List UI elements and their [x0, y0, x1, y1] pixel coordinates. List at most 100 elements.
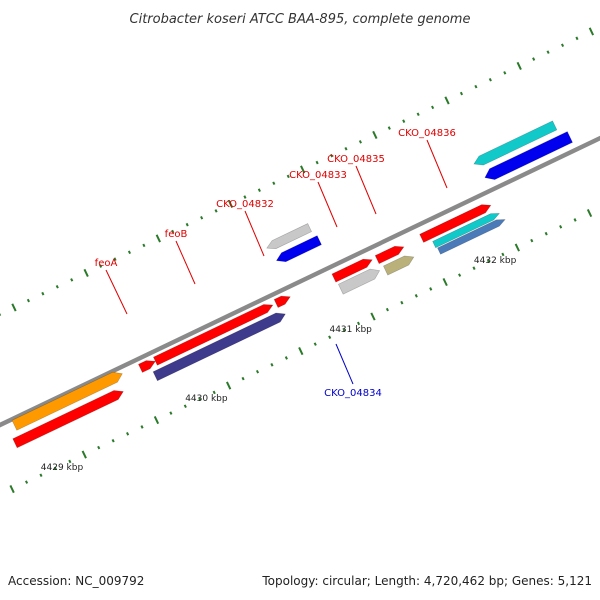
inner-tick-ring [9, 208, 593, 494]
tick-minor [474, 84, 478, 89]
tick-minor [286, 174, 290, 179]
gene-label: CKO_04832 [216, 199, 274, 210]
tick-minor [544, 231, 548, 236]
tick-major [227, 199, 234, 209]
gene-label-leader [355, 165, 377, 215]
tick-minor [183, 404, 187, 409]
tick-minor [99, 264, 103, 268]
tick-minor [140, 425, 144, 429]
gene-label-leader [335, 343, 354, 385]
gene-label-leader [317, 181, 338, 228]
tick-major [81, 450, 87, 459]
tick-major [588, 27, 595, 36]
tick-minor [212, 390, 216, 395]
outer-tick-ring [0, 27, 595, 317]
track-layer [0, 0, 600, 494]
tick-major [372, 130, 378, 139]
tick-minor [575, 36, 579, 41]
gene-label-leader [244, 210, 265, 257]
gene-arrow-cko04835 [383, 255, 415, 276]
gene-arrow [432, 213, 501, 249]
tick-minor [270, 363, 274, 367]
gene-label-leader [175, 240, 196, 285]
tick-minor [559, 225, 563, 229]
tick-minor [39, 473, 43, 478]
accession-text: Accession: NC_009792 [8, 574, 144, 588]
tick-minor [328, 335, 332, 340]
tick-minor [503, 71, 507, 75]
tick-minor [344, 146, 348, 151]
tick-major [300, 165, 306, 174]
gene-label-leader [426, 139, 448, 189]
gene-label-leader [105, 269, 128, 315]
tick-minor [68, 459, 72, 464]
tick-minor [200, 215, 204, 220]
tick-minor [387, 126, 391, 130]
tick-minor [385, 307, 389, 312]
tick-minor [459, 91, 464, 96]
tick-minor [241, 376, 245, 381]
gene-arrow-cko04833 [331, 258, 373, 283]
tick-minor [284, 356, 288, 360]
tick-minor [501, 252, 505, 257]
tick-minor [70, 278, 74, 282]
tick-major [155, 234, 161, 243]
backbone-line [0, 0, 600, 435]
tick-minor [26, 298, 30, 303]
tick-minor [257, 188, 261, 192]
gene-label: CKO_04834 [324, 388, 382, 399]
tick-major [226, 381, 232, 390]
tick-major [516, 61, 522, 70]
tick-minor [546, 50, 550, 54]
gene-arrow [337, 268, 381, 295]
tick-minor [560, 43, 565, 48]
tick-major [442, 277, 448, 287]
tick-minor [97, 445, 101, 450]
gene-arrow [11, 371, 123, 431]
tick-minor [330, 153, 334, 158]
tick-major [83, 268, 89, 278]
gene-arrow [153, 304, 274, 366]
tick-minor [486, 259, 491, 264]
tick-minor [530, 238, 534, 243]
tick-minor [41, 291, 45, 296]
tick-minor [414, 294, 418, 298]
gene-arrow-feob [152, 312, 286, 382]
tick-minor [358, 140, 362, 144]
tick-minor [24, 480, 29, 484]
tick-minor [431, 105, 435, 110]
tick-minor [171, 229, 175, 234]
tick-minor [113, 257, 117, 261]
genome-summary-text: Topology: circular; Length: 4,720,462 bp… [261, 574, 592, 588]
tick-major [370, 312, 376, 321]
gene-label: CKO_04836 [398, 128, 456, 139]
gene-arrow-cko04834 [266, 223, 312, 250]
scale-label: 4432 kbp [474, 256, 517, 266]
tick-minor [402, 119, 406, 123]
tick-minor [400, 300, 404, 305]
tick-minor [573, 218, 577, 222]
gene-label: feoB [165, 229, 188, 240]
tick-minor [214, 209, 218, 213]
scale-label: 4429 kbp [41, 463, 84, 473]
tick-minor [169, 411, 173, 415]
tick-minor [142, 243, 146, 248]
tick-minor [458, 273, 462, 277]
tick-minor [429, 287, 433, 291]
tick-major [9, 485, 15, 494]
tick-minor [55, 284, 59, 289]
gene-label: feoA [95, 258, 118, 269]
tick-minor [313, 342, 317, 346]
tick-minor [416, 112, 420, 117]
gene-arrow [374, 245, 405, 265]
tick-minor [198, 397, 202, 402]
tick-minor [0, 312, 2, 317]
tick-minor [472, 266, 476, 271]
tick-major [11, 303, 17, 312]
tick-minor [127, 250, 132, 255]
tick-major [514, 243, 520, 252]
tick-minor [126, 432, 130, 436]
gene-arrow [12, 390, 124, 449]
gene-arrow [473, 120, 558, 166]
